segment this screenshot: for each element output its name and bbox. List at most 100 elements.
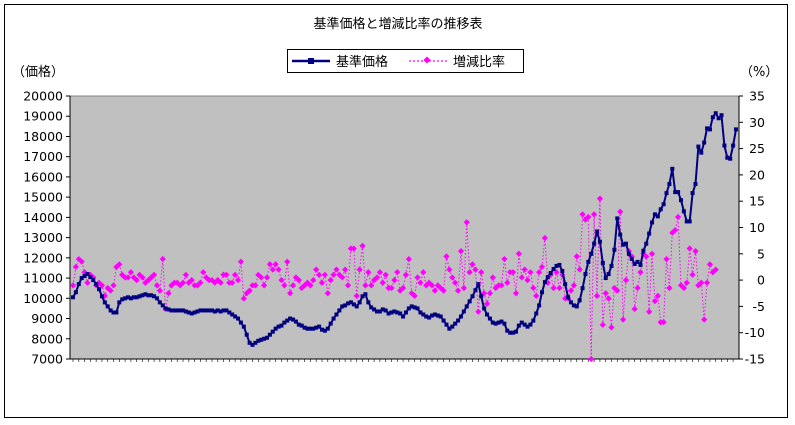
rate-point (454, 287, 462, 294)
price-point (308, 326, 313, 331)
price-point (253, 340, 258, 345)
price-point (415, 306, 420, 311)
price-point (91, 278, 96, 283)
price-point (374, 309, 379, 314)
price-point (456, 318, 461, 323)
rate-point (414, 274, 421, 281)
price-point (401, 314, 406, 319)
price-point (317, 324, 322, 329)
left-tick-label: 9000 (31, 311, 63, 326)
price-point (293, 319, 298, 324)
price-point (725, 155, 730, 160)
price-point (160, 303, 165, 308)
price-point (635, 259, 640, 264)
price-point (195, 309, 200, 314)
price-point (493, 321, 498, 326)
price-point (357, 300, 362, 305)
price-point (424, 314, 429, 319)
price-point (534, 311, 539, 316)
rate-point (272, 261, 279, 268)
price-point (502, 321, 507, 326)
price-point (409, 304, 414, 309)
price-point (175, 308, 180, 313)
x-axis (70, 358, 739, 362)
price-point (603, 276, 608, 281)
price-point (99, 294, 104, 299)
rate-point (472, 266, 479, 273)
price-point (97, 287, 102, 292)
price-point (427, 315, 432, 320)
rate-point (275, 266, 282, 273)
chart-title: 基準価格と増減比率の推移表 (313, 16, 482, 32)
price-point (479, 294, 484, 299)
price-point (337, 308, 342, 313)
legend-price-label: 基準価格 (336, 54, 388, 70)
legend-rate-marker (423, 56, 431, 64)
price-point (600, 260, 605, 265)
price-point (209, 308, 214, 313)
left-tick-label: 14000 (23, 210, 63, 225)
price-point (189, 311, 194, 316)
price-point (641, 248, 646, 253)
price-point (85, 272, 90, 277)
price-point (71, 295, 75, 300)
left-tick-label: 11000 (23, 271, 63, 286)
right-tick-label: 10 (749, 220, 765, 235)
price-point (476, 282, 481, 287)
rate-point (483, 300, 491, 307)
left-tick-label: 19000 (23, 109, 63, 124)
price-point (560, 268, 565, 273)
price-point (221, 308, 226, 313)
price-point (644, 241, 649, 246)
price-point (334, 312, 339, 317)
price-point (438, 314, 443, 319)
rate-point (672, 227, 679, 234)
price-point (592, 241, 597, 246)
price-point (655, 214, 660, 219)
price-point (296, 322, 301, 327)
rate-point (200, 269, 207, 276)
price-point (163, 306, 168, 311)
price-point (322, 328, 327, 333)
price-point (123, 296, 128, 301)
series-rate (69, 195, 719, 363)
price-point (487, 316, 492, 321)
rate-point (324, 290, 331, 297)
price-point (166, 307, 171, 312)
price-point (215, 308, 220, 313)
price-point (236, 316, 241, 321)
legend-box (287, 49, 524, 73)
price-point (256, 338, 261, 343)
price-point (667, 182, 672, 187)
rate-point (446, 266, 453, 273)
price-point (728, 156, 733, 161)
price-point (181, 308, 186, 313)
left-tick-label: 16000 (23, 169, 63, 184)
price-point (331, 316, 336, 321)
left-tick-label: 18000 (23, 129, 63, 144)
price-point (537, 303, 542, 308)
rate-point (295, 277, 302, 284)
rate-point (452, 279, 459, 286)
price-point (568, 300, 573, 305)
right-tick-label: 15 (749, 194, 765, 209)
price-point (201, 308, 206, 313)
right-tick-label: 5 (757, 246, 765, 261)
price-point (632, 261, 637, 266)
price-point (461, 309, 466, 314)
price-point (444, 322, 449, 327)
price-point (230, 312, 235, 317)
price-point (531, 318, 536, 323)
price-point (499, 319, 504, 324)
rate-point (356, 266, 363, 273)
price-point (681, 209, 686, 214)
price-point (178, 308, 183, 313)
price-point (574, 304, 579, 309)
rate-point (527, 269, 534, 276)
price-point (267, 332, 272, 337)
price-point (360, 294, 365, 299)
price-point (647, 231, 652, 236)
price-point (348, 300, 353, 305)
price-point (453, 321, 458, 326)
price-point (412, 305, 417, 310)
